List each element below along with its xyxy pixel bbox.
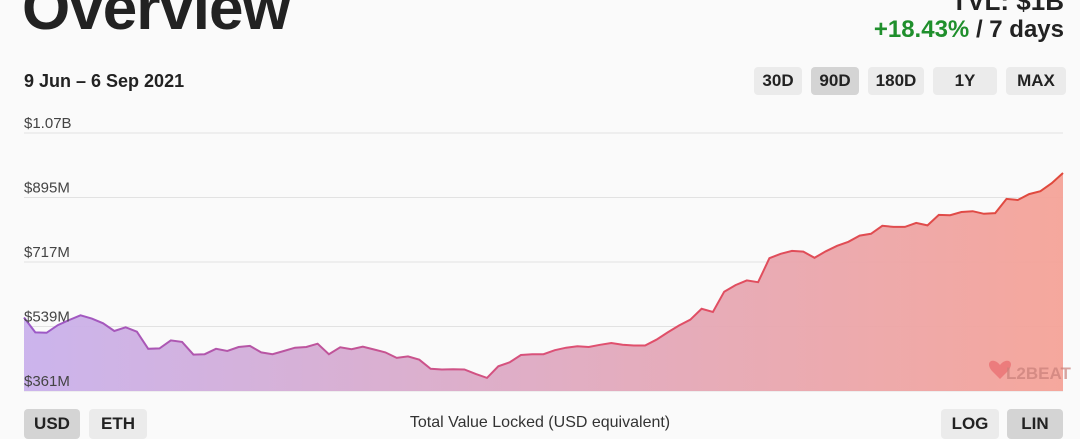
- chart-caption: Total Value Locked (USD equivalent): [409, 414, 671, 431]
- range-button-180d[interactable]: 180D: [868, 67, 924, 95]
- tvl-change: +18.43% / 7 days: [874, 16, 1064, 44]
- date-range: 9 Jun – 6 Sep 2021: [24, 71, 185, 91]
- y-tick-label: $717M: [24, 244, 70, 261]
- chart-line: [23, 172, 1064, 380]
- range-button-max[interactable]: MAX: [1006, 67, 1066, 95]
- range-button-1y[interactable]: 1Y: [933, 67, 997, 95]
- scale-button-lin[interactable]: LIN: [1007, 409, 1063, 439]
- tvl-value: TVL: $1B: [951, 0, 1064, 16]
- y-axis-ticks: $1.07B $895M $717M $539M $361M: [24, 115, 72, 390]
- watermark-logo: L2BEAT: [989, 360, 1071, 383]
- y-tick-label: $1.07B: [24, 115, 72, 132]
- range-button-90d[interactable]: 90D: [811, 67, 859, 95]
- y-tick-label: $539M: [24, 309, 70, 326]
- chart-footer: USD ETH Total Value Locked (USD equivale…: [0, 407, 1080, 439]
- y-tick-label: $895M: [24, 180, 70, 197]
- change-percent: +18.43%: [873, 16, 970, 43]
- range-button-30d[interactable]: 30D: [754, 67, 802, 95]
- watermark-text: L2BEAT: [1006, 364, 1071, 383]
- change-period: / 7 days: [975, 16, 1064, 43]
- range-buttons: 30D 90D 180D 1Y MAX: [754, 67, 1066, 95]
- chart-area: [24, 173, 1063, 391]
- scale-button-log[interactable]: LOG: [941, 409, 999, 439]
- y-tick-label: $361M: [24, 373, 70, 390]
- tvl-chart: $1.07B $895M $717M $539M $361M L2BEAT: [23, 115, 1071, 392]
- page-title: Overview: [22, 0, 291, 43]
- heart-icon: [989, 360, 1011, 379]
